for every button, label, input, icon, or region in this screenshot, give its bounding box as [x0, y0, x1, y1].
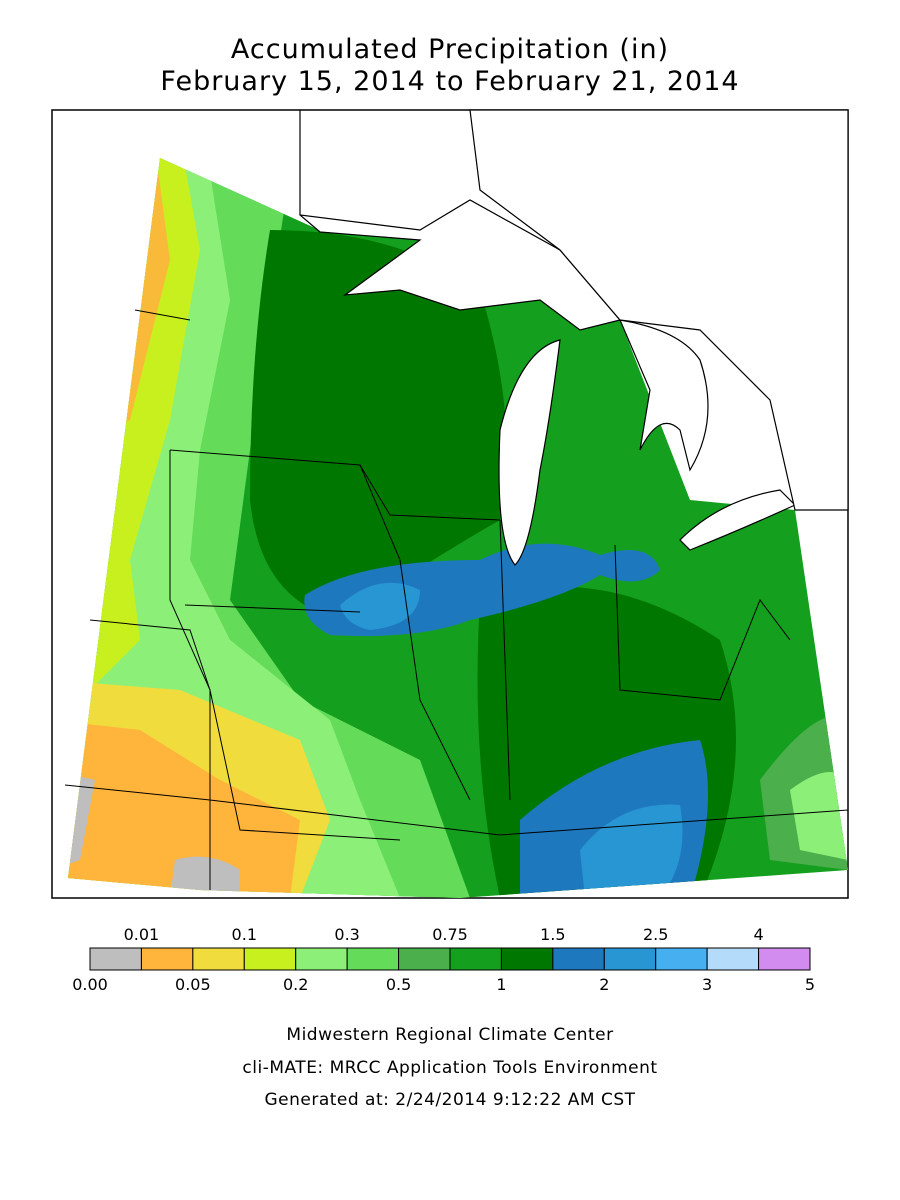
legend-swatch: [140, 947, 194, 971]
footer-line: cli-MATE: MRCC Application Tools Environ…: [242, 1058, 657, 1078]
legend-swatch: [706, 947, 760, 971]
legend-swatch: [398, 947, 451, 971]
legend-swatch: [192, 947, 245, 971]
footer-line: Generated at: 2/24/2014 9:12:22 AM CST: [264, 1090, 635, 1110]
legend: 0.00 0.01 0.05 0.1 0.2 0.3 0.5 0.75 1 1.5 2 2.5 3 4 5: [72, 925, 815, 994]
legend-label: 0.05: [175, 975, 211, 994]
legend-label: 5: [805, 975, 815, 994]
footer-line: Midwestern Regional Climate Center: [286, 1025, 613, 1045]
legend-label: 2: [599, 975, 609, 994]
title: Accumulated Precipitation (in): [231, 34, 669, 65]
map: [51, 109, 849, 899]
legend-label: 0.00: [72, 975, 108, 994]
legend-label: 0.75: [432, 925, 468, 944]
state-borders: [64, 309, 849, 890]
legend-swatch: [655, 947, 708, 971]
legend-swatch: [603, 947, 657, 971]
legend-label: 4: [753, 925, 763, 944]
lakes: [299, 109, 849, 566]
legend-swatch: [449, 947, 502, 971]
legend-label: 0.2: [283, 975, 308, 994]
legend-label: 0.1: [232, 925, 257, 944]
legend-label: 1: [496, 975, 506, 994]
legend-label: 0.01: [124, 925, 160, 944]
subtitle: February 15, 2014 to February 21, 2014: [160, 66, 739, 97]
legend-swatch: [243, 947, 297, 971]
legend-swatch: [758, 947, 811, 971]
legend-label: 1.5: [540, 925, 565, 944]
legend-swatch: [346, 947, 400, 971]
legend-label: 3: [702, 975, 712, 994]
legend-swatch: [500, 947, 554, 971]
legend-swatch: [552, 947, 605, 971]
legend-label: 0.5: [386, 975, 411, 994]
legend-swatch: [295, 947, 348, 971]
legend-swatch: [89, 947, 142, 971]
legend-label: 0.3: [334, 925, 359, 944]
legend-label: 2.5: [643, 925, 668, 944]
